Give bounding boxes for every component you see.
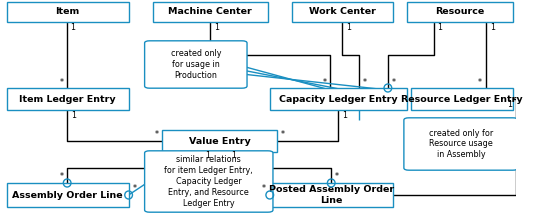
FancyBboxPatch shape (152, 2, 268, 22)
Text: Resource: Resource (435, 7, 484, 16)
Text: *: * (392, 78, 395, 87)
Text: *: * (59, 173, 63, 182)
FancyBboxPatch shape (411, 88, 513, 110)
FancyBboxPatch shape (6, 88, 128, 110)
FancyBboxPatch shape (6, 183, 128, 207)
Text: *: * (363, 78, 367, 87)
FancyBboxPatch shape (292, 2, 393, 22)
FancyBboxPatch shape (6, 2, 128, 22)
Text: *: * (281, 131, 285, 140)
Text: Work Center: Work Center (309, 7, 376, 16)
Text: Machine Center: Machine Center (168, 7, 252, 16)
Text: 1: 1 (70, 23, 75, 32)
Text: Resource Ledger Entry: Resource Ledger Entry (401, 95, 523, 104)
Text: 1: 1 (214, 23, 220, 32)
Text: Item: Item (55, 7, 80, 16)
Text: Capacity Ledger Entry: Capacity Ledger Entry (279, 95, 398, 104)
Text: created only
for usage in
Production: created only for usage in Production (171, 49, 221, 80)
Text: Item Ledger Entry: Item Ledger Entry (19, 95, 116, 104)
Text: created only for
Resource usage
in Assembly: created only for Resource usage in Assem… (429, 129, 493, 159)
Text: *: * (59, 78, 63, 87)
Text: 1: 1 (231, 152, 236, 161)
FancyBboxPatch shape (270, 183, 393, 207)
FancyBboxPatch shape (270, 88, 407, 110)
Text: Value Entry: Value Entry (189, 136, 251, 145)
Text: Assembly Order Line: Assembly Order Line (12, 191, 123, 200)
Text: 1: 1 (490, 23, 495, 32)
Text: *: * (262, 184, 266, 194)
Text: 1: 1 (507, 101, 512, 110)
Text: *: * (322, 78, 327, 87)
Text: similar relations
for item Ledger Entry,
Capacity Ledger
Entry, and Resource
Led: similar relations for item Ledger Entry,… (165, 155, 253, 207)
Text: 1: 1 (342, 111, 347, 120)
FancyBboxPatch shape (404, 118, 518, 170)
Text: *: * (132, 184, 136, 194)
FancyBboxPatch shape (144, 41, 247, 88)
Text: 1: 1 (437, 23, 442, 32)
Text: 1: 1 (346, 23, 351, 32)
Text: *: * (155, 131, 158, 140)
Text: *: * (335, 173, 339, 182)
FancyBboxPatch shape (407, 2, 513, 22)
Text: 1: 1 (205, 152, 210, 161)
Text: Posted Assembly Order
Line: Posted Assembly Order Line (269, 185, 394, 205)
FancyBboxPatch shape (162, 130, 278, 152)
Text: 1: 1 (71, 111, 76, 120)
Text: *: * (478, 78, 482, 87)
FancyBboxPatch shape (144, 151, 273, 212)
